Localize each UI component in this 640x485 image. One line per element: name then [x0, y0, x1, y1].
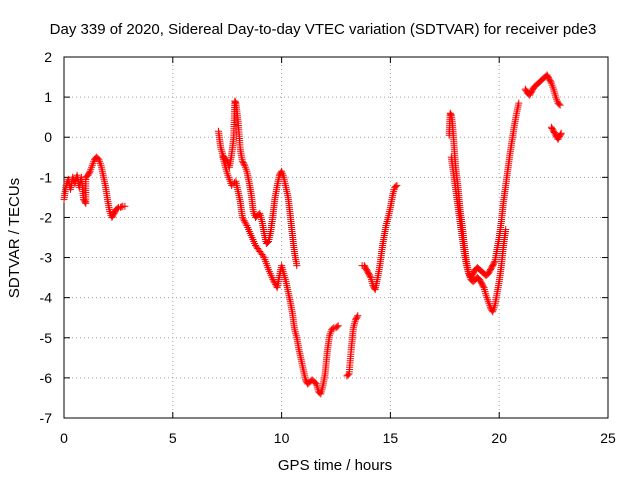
data-point [311, 379, 319, 387]
data-point [239, 215, 247, 223]
y-tick-label: 1 [44, 89, 52, 105]
x-tick-label: 5 [169, 430, 177, 446]
data-point [557, 129, 565, 137]
x-tick-label: 25 [600, 430, 616, 446]
data-point [118, 203, 126, 211]
data-point [393, 181, 401, 189]
data-point [329, 325, 337, 333]
x-tick-label: 0 [60, 430, 68, 446]
data-point [81, 198, 89, 206]
data-point [121, 202, 129, 210]
data-point [479, 282, 487, 290]
data-point [240, 160, 248, 168]
y-tick-label: -6 [40, 370, 53, 386]
data-point [555, 100, 563, 108]
data-point [334, 322, 342, 330]
data-point [354, 312, 362, 320]
data-point [366, 272, 374, 280]
data-point [490, 259, 498, 267]
data-point [238, 213, 246, 221]
y-tick-label: 2 [44, 49, 52, 65]
y-axis-label: SDTVAR / TECUs [6, 178, 23, 298]
data-point [353, 313, 361, 321]
data-point [333, 323, 341, 331]
x-tick-label: 10 [274, 430, 290, 446]
grid [64, 57, 608, 418]
y-tick-label: -7 [40, 410, 53, 426]
x-tick-label: 20 [491, 430, 507, 446]
y-tick-label: -5 [40, 330, 53, 346]
data-point [264, 239, 271, 246]
data-point [113, 204, 121, 212]
y-tick-label: 0 [44, 129, 52, 145]
data-point [259, 252, 267, 260]
data-point [240, 217, 248, 225]
data-point [241, 218, 249, 226]
chart-title: Day 339 of 2020, Sidereal Day-to-day VTE… [50, 21, 597, 38]
plot-frame [63, 56, 609, 419]
data-point [242, 220, 250, 228]
data-point [515, 99, 523, 107]
data-point [547, 78, 555, 86]
data-point [556, 101, 564, 109]
data-point [502, 226, 510, 233]
data-point [94, 154, 102, 162]
data-point [392, 182, 400, 190]
data-point [293, 262, 301, 270]
x-axis-label: GPS time / hours [278, 457, 392, 474]
data-point [344, 371, 352, 379]
data-markers [60, 71, 565, 398]
y-tick-label: -3 [40, 250, 53, 266]
data-point [85, 169, 93, 177]
y-tick-label: -1 [40, 169, 53, 185]
y-tick-label: -2 [40, 209, 53, 225]
x-tick-label: 15 [383, 430, 399, 446]
y-tick-label: -4 [40, 290, 53, 306]
